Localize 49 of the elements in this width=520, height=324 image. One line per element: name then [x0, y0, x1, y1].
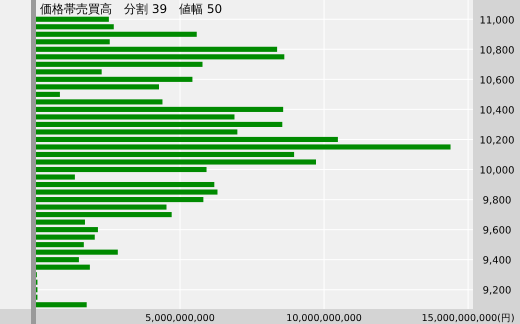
bar [36, 69, 102, 74]
bar [36, 197, 204, 202]
bar [36, 16, 109, 22]
y-tick-label: 9,600 [482, 226, 512, 237]
bar [36, 76, 192, 82]
y-tick-label: 9,400 [482, 256, 512, 267]
bar [36, 99, 162, 104]
y-tick-label: 9,800 [482, 196, 512, 207]
bar [36, 174, 75, 180]
y-tick-label: 11,000 [480, 15, 514, 26]
bar [36, 54, 284, 60]
chart-title: 価格帯売買高 分割 39 値幅 50 [40, 2, 222, 16]
bar [36, 227, 98, 232]
bar [36, 136, 338, 142]
bar [36, 84, 160, 90]
y-tick-label: 10,000 [480, 166, 514, 177]
y-tick-label: 10,400 [480, 105, 514, 116]
bar [36, 242, 84, 248]
x-tick-label: 5,000,000,000 [145, 313, 215, 324]
y-tick-label: 9,200 [482, 286, 512, 297]
bar [36, 39, 110, 44]
bar [36, 144, 451, 150]
bar [36, 257, 79, 262]
bar [36, 182, 214, 188]
bar [36, 302, 87, 308]
y-tick-label: 10,800 [480, 45, 514, 56]
bar [36, 189, 218, 195]
bar [36, 46, 278, 52]
bar [36, 152, 294, 158]
bar [36, 92, 60, 97]
bar [36, 220, 85, 225]
bar [36, 212, 172, 218]
y-tick-label: 10,200 [480, 135, 514, 146]
bar [36, 106, 284, 112]
bar [36, 24, 114, 30]
bar [36, 62, 203, 67]
bar [36, 250, 118, 255]
y-tick-label: 10,600 [480, 75, 514, 86]
x-tick-label: 10,000,000,000 [286, 313, 362, 324]
bar [36, 204, 166, 210]
bar [36, 234, 95, 240]
x-tick-label: 15,000,000,000(円) [422, 313, 515, 324]
bar [36, 32, 197, 37]
bar [36, 264, 90, 270]
bar [36, 159, 316, 165]
bar [36, 129, 238, 135]
bar [36, 114, 234, 120]
bar [36, 166, 207, 172]
bar [36, 122, 282, 127]
